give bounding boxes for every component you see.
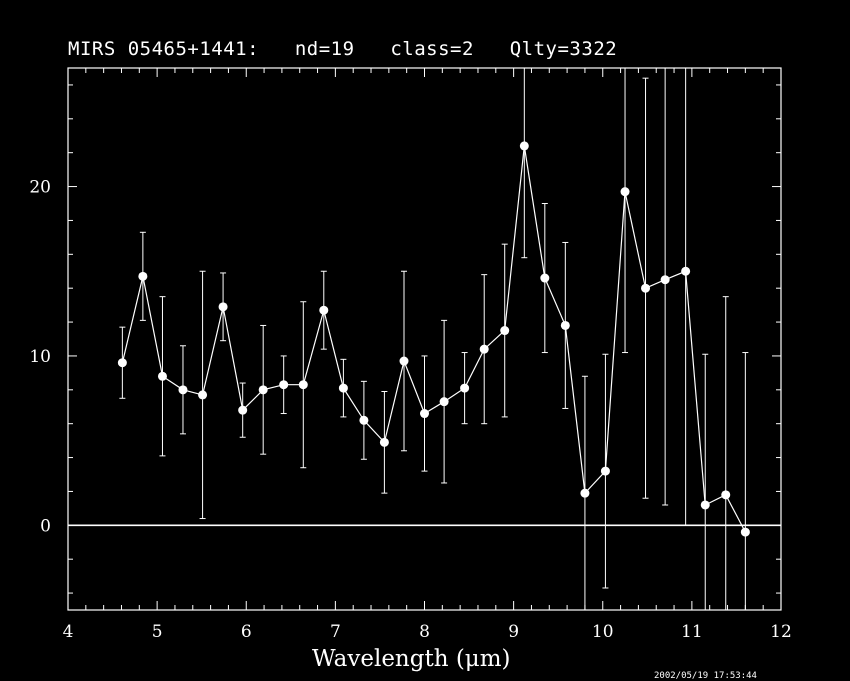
data-point bbox=[700, 500, 710, 510]
x-tick-label: 9 bbox=[508, 622, 519, 642]
y-tick-label: 20 bbox=[29, 178, 51, 198]
data-point bbox=[338, 383, 348, 393]
y-tick-label: 10 bbox=[29, 347, 51, 367]
data-point bbox=[399, 356, 409, 366]
data-point bbox=[258, 385, 268, 395]
data-point bbox=[157, 371, 167, 381]
data-point bbox=[218, 302, 228, 312]
data-point bbox=[620, 187, 630, 197]
data-point bbox=[420, 409, 429, 419]
x-tick-label: 5 bbox=[152, 622, 163, 642]
series-line bbox=[121, 145, 746, 533]
x-tick-label: 10 bbox=[592, 622, 614, 642]
data-point bbox=[721, 490, 731, 500]
data-point bbox=[138, 271, 148, 281]
data-point bbox=[641, 283, 651, 293]
data-point bbox=[178, 385, 188, 395]
x-tick-label: 11 bbox=[681, 622, 703, 642]
data-point bbox=[740, 527, 750, 537]
y-tick-label: 0 bbox=[40, 516, 51, 536]
data-point bbox=[681, 266, 691, 276]
chart-title: MIRS 05465+1441: nd=19 class=2 Qlty=3322 bbox=[68, 38, 618, 60]
data-point bbox=[479, 344, 489, 354]
data-point bbox=[540, 273, 550, 283]
plot-frame bbox=[67, 67, 782, 611]
data-point bbox=[580, 488, 590, 498]
data-point bbox=[117, 358, 127, 368]
data-point bbox=[279, 380, 289, 390]
data-point bbox=[660, 275, 670, 285]
data-point bbox=[460, 383, 470, 393]
data-point bbox=[238, 405, 248, 415]
data-point bbox=[359, 415, 369, 425]
x-tick-label: 8 bbox=[419, 622, 430, 642]
x-tick-label: 7 bbox=[330, 622, 341, 642]
data-point bbox=[560, 320, 570, 330]
x-tick-label: 6 bbox=[241, 622, 252, 642]
x-tick-label: 12 bbox=[770, 622, 792, 642]
data-point bbox=[298, 380, 308, 390]
data-point bbox=[379, 437, 389, 447]
x-tick-label: 4 bbox=[63, 622, 74, 642]
error-bar bbox=[722, 296, 729, 610]
data-point bbox=[198, 390, 208, 400]
error-bar bbox=[742, 352, 749, 610]
timestamp: 2002/05/19 17:53:44 bbox=[654, 671, 757, 681]
data-point bbox=[500, 326, 510, 336]
data-point bbox=[439, 397, 449, 407]
data-point bbox=[319, 305, 329, 315]
data-point bbox=[600, 466, 610, 476]
data-point bbox=[519, 141, 529, 151]
x-axis-label: Wavelength (μm) bbox=[312, 646, 511, 672]
